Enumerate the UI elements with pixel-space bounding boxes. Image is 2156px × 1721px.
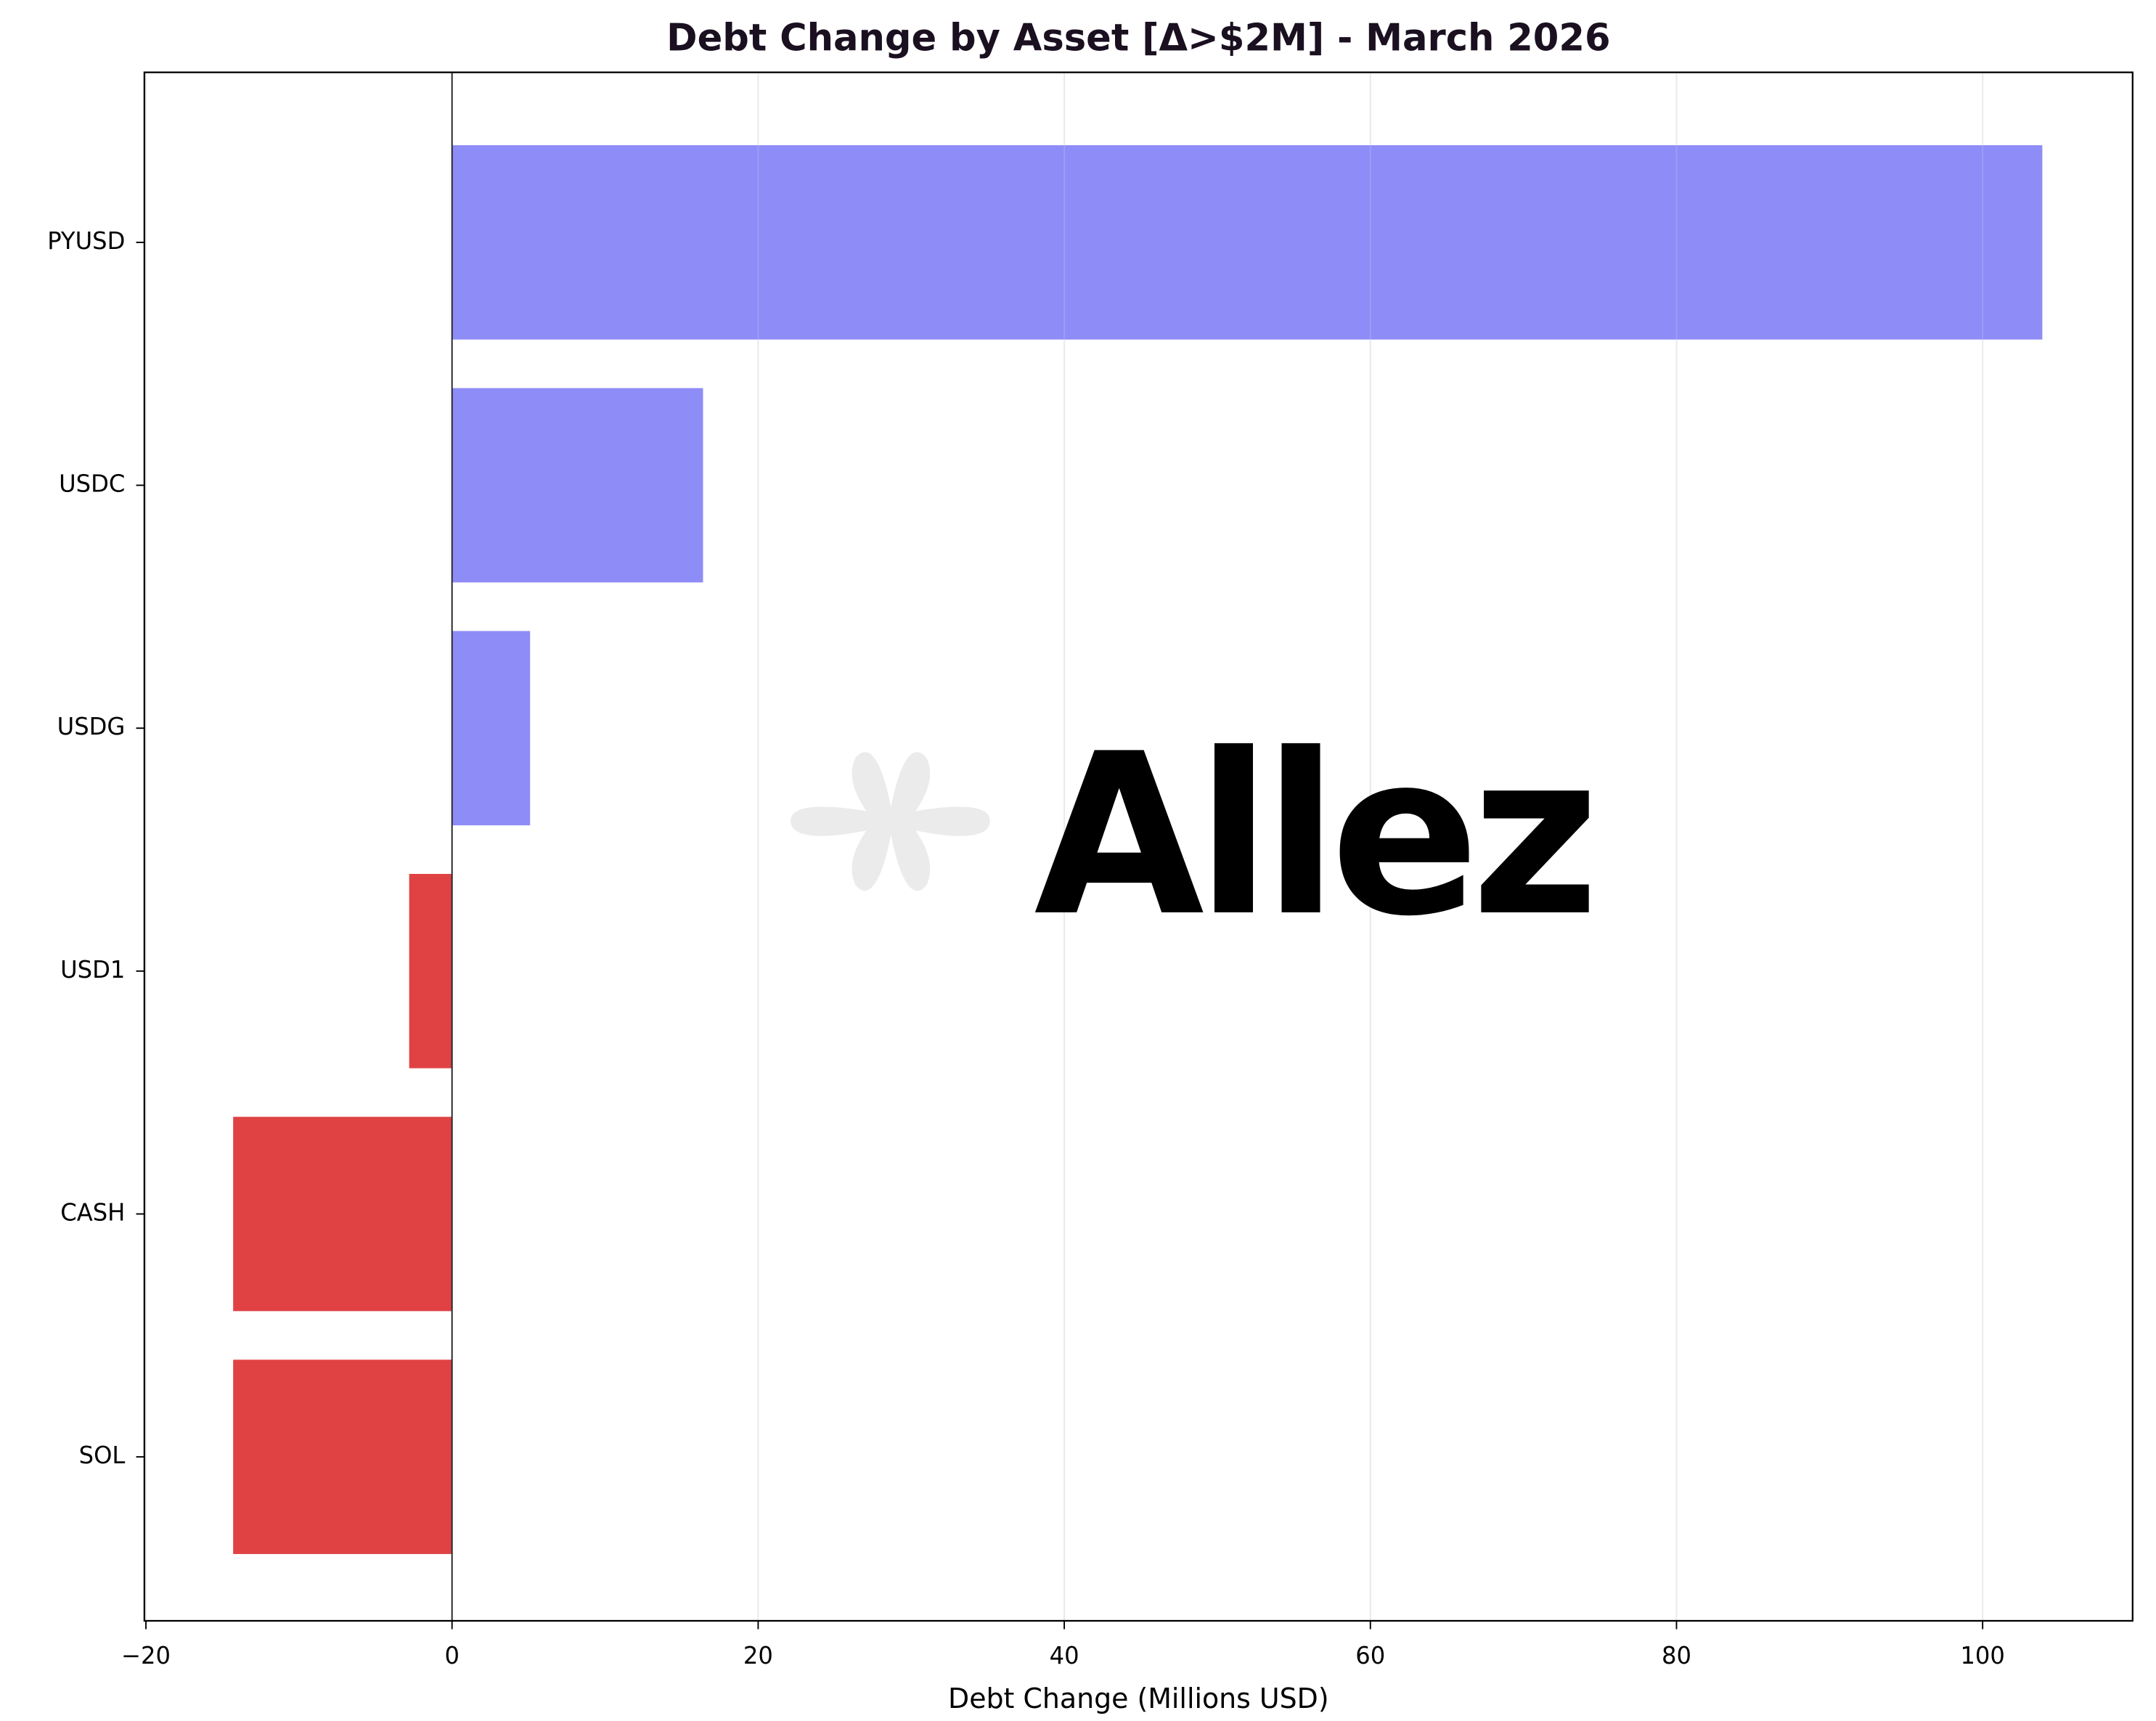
y-tick-label: USDG bbox=[57, 713, 126, 740]
bar bbox=[233, 1116, 452, 1312]
x-tick-label: 100 bbox=[1960, 1642, 2004, 1669]
y-tick-label: SOL bbox=[79, 1442, 126, 1469]
y-tick-label: PYUSD bbox=[47, 227, 125, 255]
bar bbox=[452, 388, 703, 583]
watermark-text: Allez bbox=[1034, 706, 1591, 965]
y-tick-label: USDC bbox=[59, 470, 125, 497]
x-tick-label: 60 bbox=[1355, 1642, 1385, 1669]
bar bbox=[409, 873, 452, 1068]
x-tick-label: 20 bbox=[743, 1642, 773, 1669]
watermark: Allez bbox=[791, 706, 1600, 965]
axes-frame bbox=[143, 71, 2133, 1622]
x-tick-label: 40 bbox=[1050, 1642, 1079, 1669]
x-axis-label: Debt Change (Millions USD) bbox=[948, 1683, 1329, 1714]
bar bbox=[452, 631, 531, 826]
x-tick-label: 80 bbox=[1662, 1642, 1691, 1669]
plot-area bbox=[145, 72, 2043, 1621]
y-tick-label: CASH bbox=[60, 1198, 125, 1226]
x-tick-label: 0 bbox=[444, 1642, 459, 1669]
x-tick-label: −20 bbox=[121, 1642, 171, 1669]
chart-title: Debt Change by Asset [Δ>$2M] - March 202… bbox=[666, 16, 1610, 60]
bar bbox=[452, 145, 2043, 340]
bar bbox=[233, 1360, 452, 1554]
y-tick-label: USD1 bbox=[60, 956, 125, 984]
watermark-logo bbox=[791, 752, 990, 891]
